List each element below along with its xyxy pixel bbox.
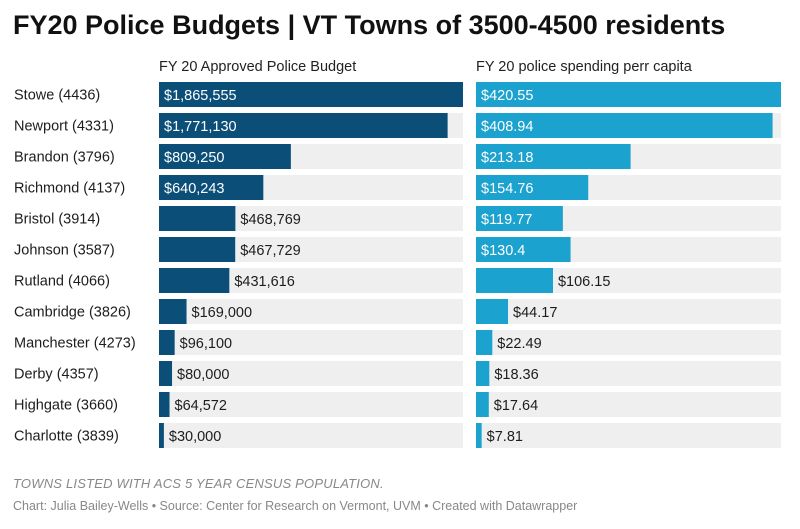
value-label-budget: $64,572 (175, 398, 227, 414)
bar-per-capita (476, 206, 563, 231)
value-label-budget: $640,243 (164, 181, 224, 197)
credit-line: Chart: Julia Bailey-Wells • Source: Cent… (13, 499, 578, 513)
bar-budget (159, 113, 448, 138)
value-label-budget: $96,100 (180, 336, 232, 352)
value-label-per-capita: $106.15 (558, 274, 610, 290)
value-label-budget: $80,000 (177, 367, 229, 383)
value-label-per-capita: $420.55 (481, 88, 533, 104)
bar-per-capita (476, 82, 781, 107)
bar-budget (159, 361, 173, 386)
bar-track (476, 361, 781, 386)
bar-track (476, 392, 781, 417)
bar-track (159, 361, 463, 386)
category-label: Newport (4331) (14, 119, 114, 135)
category-label: Johnson (3587) (14, 243, 115, 259)
bar-track (159, 392, 463, 417)
value-label-budget: $809,250 (164, 150, 224, 166)
bar-per-capita (476, 144, 631, 169)
bar-budget (159, 82, 463, 107)
value-label-per-capita: $408.94 (481, 119, 533, 135)
bar-budget (159, 423, 164, 448)
bar-track (159, 423, 463, 448)
value-label-budget: $1,771,130 (164, 119, 237, 135)
value-label-budget: $1,865,555 (164, 88, 237, 104)
bar-per-capita (476, 299, 509, 324)
bar-per-capita (476, 392, 489, 417)
bar-per-capita (476, 175, 589, 200)
value-label-per-capita: $22.49 (497, 336, 541, 352)
category-label: Stowe (4436) (14, 88, 100, 104)
bar-budget (159, 175, 264, 200)
bar-budget (159, 299, 187, 324)
value-label-budget: $467,729 (240, 243, 300, 259)
bar-track (476, 299, 781, 324)
value-label-per-capita: $213.18 (481, 150, 533, 166)
column-header-budget: FY 20 Approved Police Budget (159, 59, 357, 75)
bar-chart: Stowe (4436) $1,865,555 $420.55 Newport (43… (14, 82, 781, 448)
bar-per-capita (476, 268, 553, 293)
category-label: Rutland (4066) (14, 274, 110, 290)
value-label-per-capita: $154.76 (481, 181, 533, 197)
bar-track (159, 299, 463, 324)
category-label: Richmond (4137) (14, 181, 125, 197)
category-label: Derby (4357) (14, 367, 99, 383)
bar-budget (159, 237, 236, 262)
category-label: Highgate (3660) (14, 398, 118, 414)
category-label: Bristol (3914) (14, 212, 100, 228)
value-label-budget: $468,769 (240, 212, 300, 228)
category-label: Brandon (3796) (14, 150, 115, 166)
bar-per-capita (476, 113, 773, 138)
category-label: Cambridge (3826) (14, 305, 131, 321)
bar-track (476, 330, 781, 355)
value-label-per-capita: $18.36 (494, 367, 538, 383)
bar-per-capita (476, 237, 571, 262)
category-label: Manchester (4273) (14, 336, 136, 352)
category-label: Charlotte (3839) (14, 429, 119, 445)
value-label-per-capita: $130.4 (481, 243, 525, 259)
column-header-per-capita: FY 20 police spending perr capita (476, 59, 692, 75)
value-label-per-capita: $7.81 (487, 429, 523, 445)
footnote: TOWNS LISTED WITH ACS 5 YEAR CENSUS POPU… (13, 476, 384, 491)
value-label-per-capita: $17.64 (494, 398, 538, 414)
bar-budget (159, 268, 230, 293)
value-label-budget: $431,616 (234, 274, 294, 290)
bar-track (159, 330, 463, 355)
chart-title: FY20 Police Budgets | VT Towns of 3500-4… (13, 10, 726, 40)
bar-per-capita (476, 361, 490, 386)
value-label-per-capita: $44.17 (513, 305, 557, 321)
bar-budget (159, 144, 291, 169)
bar-budget (159, 330, 175, 355)
value-label-budget: $30,000 (169, 429, 221, 445)
bar-budget (159, 206, 236, 231)
bar-budget (159, 392, 170, 417)
bar-per-capita (476, 330, 493, 355)
bar-track (476, 423, 781, 448)
value-label-per-capita: $119.77 (481, 212, 532, 228)
value-label-budget: $169,000 (192, 305, 252, 321)
bar-per-capita (476, 423, 482, 448)
